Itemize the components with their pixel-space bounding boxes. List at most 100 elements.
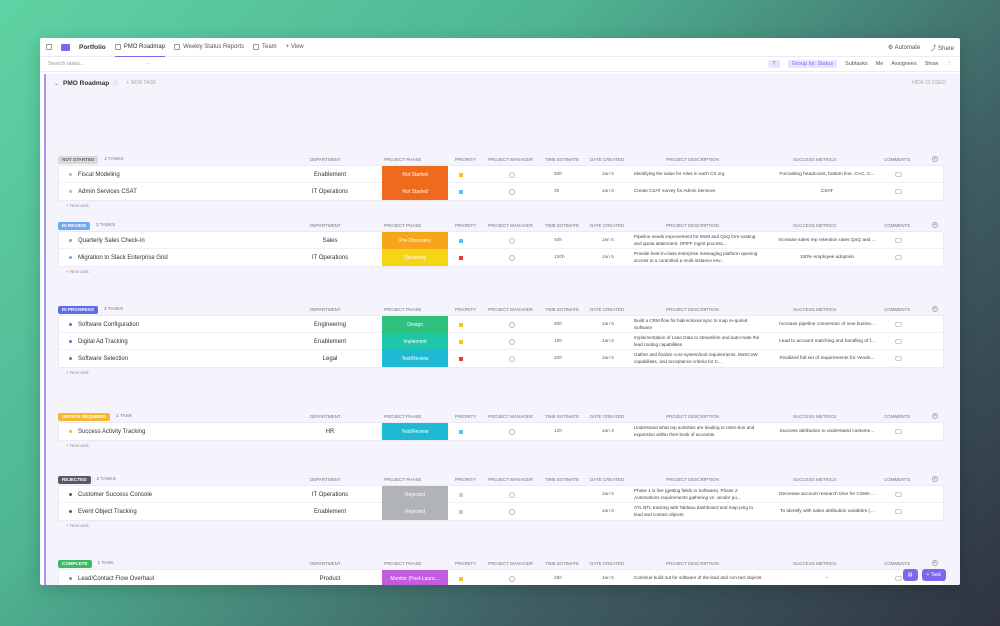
- search-input[interactable]: Search tasks...: [48, 61, 85, 67]
- status-dot-icon[interactable]: [69, 510, 72, 513]
- add-column-icon[interactable]: +: [932, 476, 938, 482]
- date-created-cell[interactable]: Jan 5: [602, 322, 614, 327]
- project-description-cell[interactable]: Phase 1 is live (getting fields in Softw…: [634, 488, 741, 500]
- comment-icon[interactable]: [895, 339, 902, 344]
- status-badge[interactable]: IN PROGRESS: [58, 305, 98, 314]
- status-badge[interactable]: REJECTED: [58, 475, 91, 484]
- column-header[interactable]: PRIORITY: [455, 414, 477, 419]
- column-header[interactable]: SUCCESS METRICS: [793, 223, 837, 228]
- time-estimate-cell[interactable]: 25h: [554, 576, 563, 581]
- department-cell[interactable]: Enablement: [313, 171, 347, 178]
- column-header[interactable]: PROJECT MANAGER: [488, 414, 533, 419]
- task-name[interactable]: Event Object Tracking: [78, 508, 137, 515]
- new-task-row[interactable]: + New task: [66, 443, 89, 448]
- status-dot-icon[interactable]: [69, 323, 72, 326]
- column-header[interactable]: PROJECT MANAGER: [488, 307, 533, 312]
- date-created-cell[interactable]: Jan 5: [602, 189, 614, 194]
- column-header[interactable]: TIME ESTIMATE: [545, 414, 580, 419]
- table-row[interactable]: Migration to Slack Enterprise Grid IT Ope…: [59, 249, 943, 266]
- department-cell[interactable]: IT Operations: [311, 188, 349, 195]
- column-header[interactable]: PRIORITY: [455, 307, 477, 312]
- project-phase-cell[interactable]: Discovery: [382, 249, 448, 266]
- status-dot-icon[interactable]: [69, 173, 72, 176]
- date-created-cell[interactable]: Jan 5: [602, 492, 614, 497]
- automate-button[interactable]: ⚙ Automate: [887, 44, 921, 51]
- column-header[interactable]: DATE CREATED: [590, 477, 625, 482]
- time-estimate-cell[interactable]: [554, 503, 584, 520]
- column-header[interactable]: SUCCESS METRICS: [793, 157, 837, 162]
- department-cell[interactable]: Enablement: [313, 338, 347, 345]
- success-metrics-cell[interactable]: Success attribution to understand custom…: [779, 429, 875, 434]
- table-row[interactable]: Customer Success Console IT Operations Rej…: [59, 486, 943, 503]
- success-metrics-cell[interactable]: Increase sales rep retention rates QoQ a…: [778, 238, 876, 243]
- column-header[interactable]: DEPARTMENT: [310, 414, 341, 419]
- column-header[interactable]: COMMENTS: [884, 561, 911, 566]
- department-cell[interactable]: IT Operations: [311, 254, 349, 261]
- column-header[interactable]: DATE CREATED: [590, 561, 625, 566]
- comment-icon[interactable]: [895, 509, 902, 514]
- task-name-cell[interactable]: Quarterly Sales Check-in: [69, 232, 289, 249]
- project-description-cell[interactable]: Provide best-in-class enterprise messagi…: [634, 251, 758, 263]
- priority-cell[interactable]: [459, 486, 473, 503]
- task-name-cell[interactable]: Success Activity Tracking: [69, 423, 289, 440]
- department-cell[interactable]: Legal: [322, 355, 338, 362]
- comment-icon[interactable]: [895, 576, 902, 581]
- column-header[interactable]: PROJECT PHASE: [384, 307, 422, 312]
- comments-cell[interactable]: [895, 183, 909, 200]
- add-column-icon[interactable]: +: [932, 222, 938, 228]
- table-row[interactable]: Digital Ad Tracking Enablement Implement 15…: [59, 333, 943, 350]
- comment-icon[interactable]: [895, 356, 902, 361]
- status-dot-icon[interactable]: [69, 340, 72, 343]
- status-dot-icon[interactable]: [69, 239, 72, 242]
- table-row[interactable]: Event Object Tracking Enablement Rejected J…: [59, 503, 943, 520]
- column-header[interactable]: TIME ESTIMATE: [545, 307, 580, 312]
- success-metrics-cell[interactable]: Decrease account research time for CSMs …: [779, 492, 875, 497]
- project-description-cell[interactable]: Identifying the value for roles in each …: [634, 171, 725, 177]
- status-badge[interactable]: UPDATE REQUIRED: [58, 412, 111, 421]
- date-created-cell[interactable]: Jan 3: [602, 429, 614, 434]
- add-column-icon[interactable]: +: [932, 306, 938, 312]
- success-metrics-cell[interactable]: Forcasting headcount, bottom line, CAC, …: [779, 172, 875, 177]
- department-cell[interactable]: HR: [325, 428, 335, 435]
- hide-closed-button[interactable]: HIDE CLOSED: [912, 80, 946, 86]
- table-row[interactable]: Success Activity Tracking HR Test/Review 12…: [59, 423, 943, 440]
- task-name-cell[interactable]: Event Object Tracking: [69, 503, 289, 520]
- project-phase-cell[interactable]: Pre-Discovery: [382, 232, 448, 249]
- column-header[interactable]: DATE CREATED: [590, 307, 625, 312]
- task-name[interactable]: Quarterly Sales Check-in: [78, 237, 145, 244]
- column-header[interactable]: COMMENTS: [884, 307, 911, 312]
- priority-cell[interactable]: [459, 232, 473, 249]
- column-header[interactable]: SUCCESS METRICS: [793, 477, 837, 482]
- column-header[interactable]: PROJECT DESCRIPTION: [666, 307, 719, 312]
- project-description-cell[interactable]: Create CSAT survey for Admin Services: [634, 188, 716, 194]
- task-name[interactable]: Digital Ad Tracking: [78, 338, 128, 345]
- project-phase-cell[interactable]: Monitor (Post-Launc...: [382, 570, 448, 585]
- success-metrics-cell[interactable]: 100% employee adoption: [799, 255, 855, 260]
- assignees-button[interactable]: Assignees: [891, 61, 917, 67]
- column-header[interactable]: PROJECT DESCRIPTION: [666, 157, 719, 162]
- column-header[interactable]: PROJECT MANAGER: [488, 223, 533, 228]
- department-cell[interactable]: Enablement: [313, 508, 347, 515]
- table-row[interactable]: Admin Services CSAT IT Operations Not Star…: [59, 183, 943, 200]
- column-header[interactable]: SUCCESS METRICS: [793, 414, 837, 419]
- column-header[interactable]: DATE CREATED: [590, 414, 625, 419]
- project-description-cell[interactable]: ATL BTL tracking with Tableau dashboard …: [634, 505, 753, 517]
- status-dot-icon[interactable]: [69, 430, 72, 433]
- task-name-cell[interactable]: Software Configuration: [69, 316, 289, 333]
- department-cell[interactable]: Sales: [322, 237, 338, 244]
- project-phase-cell[interactable]: Rejected: [382, 486, 448, 503]
- collapse-icon[interactable]: ⌄: [54, 80, 60, 87]
- project-phase-cell[interactable]: Design: [382, 316, 448, 333]
- project-manager-cell[interactable]: [509, 333, 521, 350]
- date-created-cell[interactable]: Jan 5: [602, 255, 614, 260]
- status-dot-icon[interactable]: [69, 256, 72, 259]
- status-badge[interactable]: IN REVIEW: [58, 221, 90, 230]
- task-name-cell[interactable]: Customer Success Console: [69, 486, 289, 503]
- comments-cell[interactable]: [895, 333, 909, 350]
- tab-weekly-status-reports[interactable]: Weekly Status Reports: [174, 38, 244, 57]
- priority-cell[interactable]: [459, 183, 473, 200]
- project-phase-cell[interactable]: Test/Review: [382, 350, 448, 367]
- more-options-icon[interactable]: ···: [144, 61, 150, 67]
- status-dot-icon[interactable]: [69, 190, 72, 193]
- status-dot-icon[interactable]: [69, 577, 72, 580]
